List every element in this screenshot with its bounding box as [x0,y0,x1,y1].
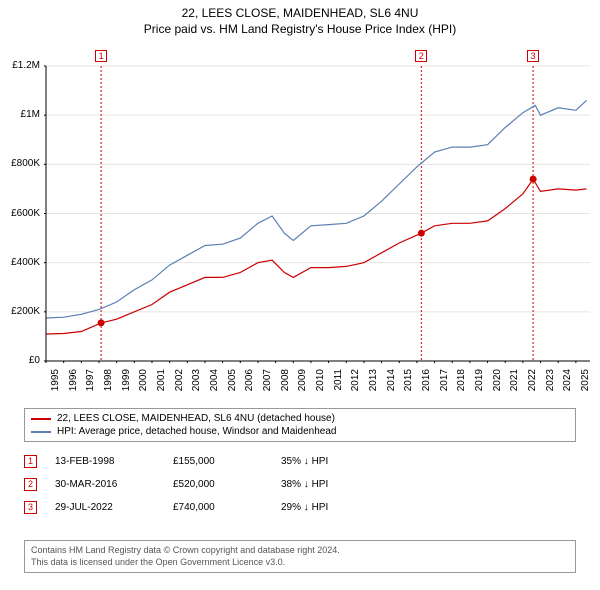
y-axis-label: £200K [0,306,40,317]
chart-container: 22, LEES CLOSE, MAIDENHEAD, SL6 4NU Pric… [0,0,600,590]
x-axis-label: 1995 [50,369,61,399]
x-axis-label: 2017 [439,369,450,399]
footer-attribution: Contains HM Land Registry data © Crown c… [24,540,576,573]
table-row: 2 30-MAR-2016 £520,000 38% ↓ HPI [24,473,576,496]
x-axis-label: 2013 [368,369,379,399]
sale-price: £155,000 [173,456,263,467]
x-axis-label: 1997 [85,369,96,399]
x-axis-label: 1996 [68,369,79,399]
x-axis-label: 2012 [350,369,361,399]
x-axis-label: 2006 [244,369,255,399]
x-axis-label: 1998 [103,369,114,399]
title-address: 22, LEES CLOSE, MAIDENHEAD, SL6 4NU [0,6,600,20]
table-row: 1 13-FEB-1998 £155,000 35% ↓ HPI [24,450,576,473]
footer-line: This data is licensed under the Open Gov… [31,557,569,569]
table-row: 3 29-JUL-2022 £740,000 29% ↓ HPI [24,496,576,519]
legend-swatch [31,431,51,433]
footer-line: Contains HM Land Registry data © Crown c… [31,545,569,557]
x-axis-label: 2016 [421,369,432,399]
x-axis-label: 2022 [527,369,538,399]
x-axis-label: 2002 [174,369,185,399]
y-axis-label: £0 [0,355,40,366]
legend-label: 22, LEES CLOSE, MAIDENHEAD, SL6 4NU (det… [57,413,335,424]
legend-item: HPI: Average price, detached house, Wind… [31,425,569,438]
sale-marker-flag: 2 [415,50,427,62]
legend: 22, LEES CLOSE, MAIDENHEAD, SL6 4NU (det… [24,408,576,442]
x-axis-label: 2007 [262,369,273,399]
chart-svg [44,48,592,363]
sale-price: £520,000 [173,479,263,490]
x-axis-label: 1999 [121,369,132,399]
y-axis-label: £1M [0,109,40,120]
x-axis-label: 2003 [191,369,202,399]
title-block: 22, LEES CLOSE, MAIDENHEAD, SL6 4NU Pric… [0,0,600,36]
x-axis-label: 2019 [474,369,485,399]
x-axis-label: 2018 [456,369,467,399]
sale-marker-box: 3 [24,501,37,514]
sale-marker-flag: 1 [95,50,107,62]
x-axis-label: 2021 [509,369,520,399]
x-axis-label: 2009 [297,369,308,399]
x-axis-label: 2025 [580,369,591,399]
sale-date: 13-FEB-1998 [55,456,155,467]
y-axis-label: £400K [0,257,40,268]
x-axis-label: 2004 [209,369,220,399]
title-subtitle: Price paid vs. HM Land Registry's House … [0,22,600,36]
legend-item: 22, LEES CLOSE, MAIDENHEAD, SL6 4NU (det… [31,412,569,425]
x-axis-label: 2001 [156,369,167,399]
sale-delta: 38% ↓ HPI [281,479,381,490]
x-axis-label: 2023 [545,369,556,399]
x-axis-label: 2005 [227,369,238,399]
x-axis-label: 2024 [562,369,573,399]
x-axis-label: 2015 [403,369,414,399]
sale-marker-flag: 3 [527,50,539,62]
x-axis-label: 2020 [492,369,503,399]
x-axis-label: 2008 [280,369,291,399]
x-axis-label: 2000 [138,369,149,399]
sale-delta: 35% ↓ HPI [281,456,381,467]
sale-marker-box: 1 [24,455,37,468]
legend-swatch [31,418,51,420]
sale-price: £740,000 [173,502,263,513]
legend-label: HPI: Average price, detached house, Wind… [57,426,336,437]
sales-table: 1 13-FEB-1998 £155,000 35% ↓ HPI 2 30-MA… [24,450,576,519]
sale-date: 30-MAR-2016 [55,479,155,490]
x-axis-label: 2010 [315,369,326,399]
y-axis-label: £800K [0,158,40,169]
x-axis-label: 2014 [386,369,397,399]
x-axis-label: 2011 [333,369,344,399]
y-axis-label: £1.2M [0,60,40,71]
sale-delta: 29% ↓ HPI [281,502,381,513]
plot-area: 1 2 3 [44,48,592,363]
sale-date: 29-JUL-2022 [55,502,155,513]
sale-marker-box: 2 [24,478,37,491]
y-axis-label: £600K [0,208,40,219]
